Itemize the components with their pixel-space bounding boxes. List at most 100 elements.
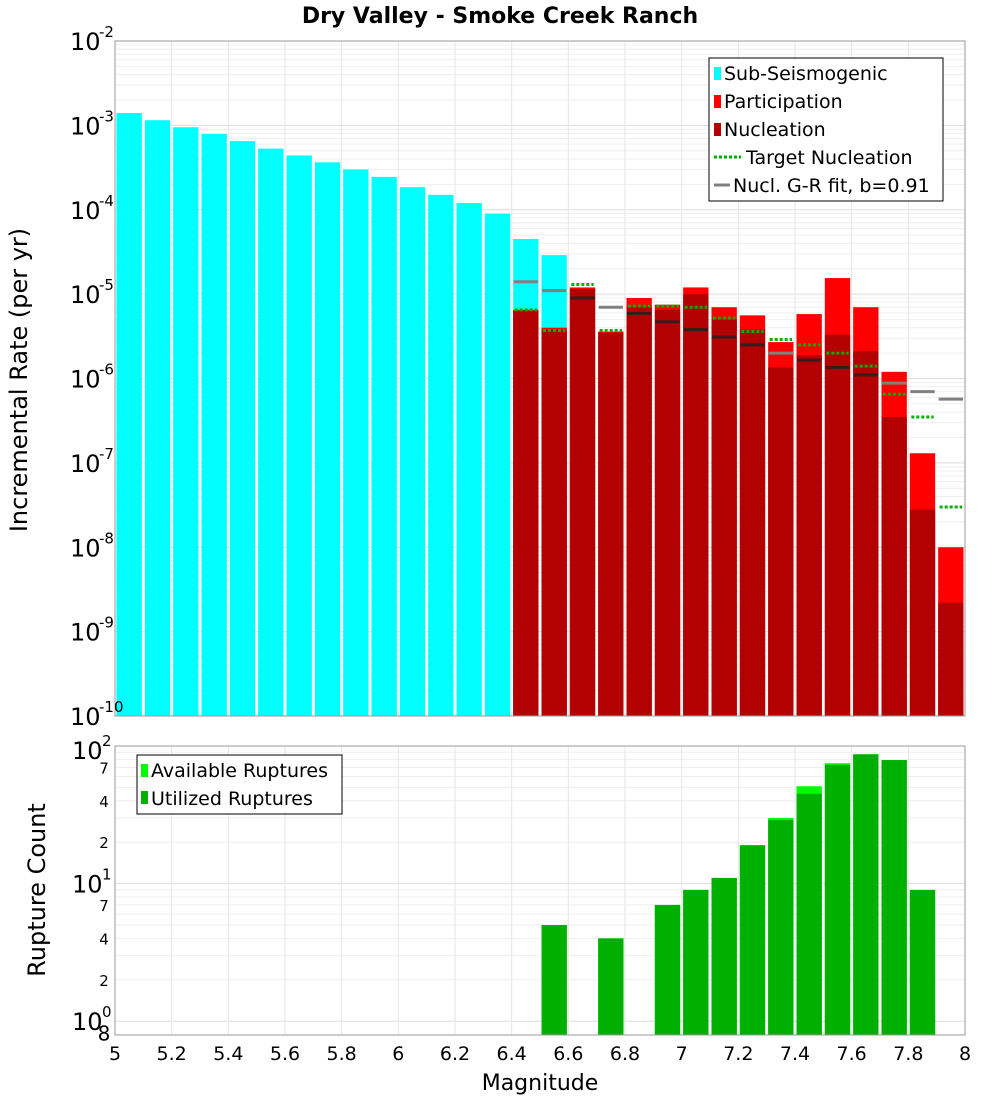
y-tick-exponent: -7 — [99, 445, 114, 463]
y-tick-exponent: 1 — [102, 866, 112, 884]
y-tick-label: 10 — [70, 619, 101, 647]
legend-swatch-available-ruptures — [141, 764, 148, 777]
bar-utilized-ruptures — [796, 793, 822, 1035]
y-tick-exponent: -2 — [99, 23, 114, 41]
y-tick-exponent: 0 — [102, 1003, 112, 1021]
y-tick-exponent: -10 — [99, 698, 124, 716]
y-tick-label: 10 — [70, 281, 101, 309]
bar-utilized-ruptures — [881, 760, 907, 1035]
bar-sub-seismogenic — [343, 169, 369, 716]
y-tick-label: 10 — [70, 28, 101, 56]
legend-label-utilized-ruptures: Utilized Ruptures — [151, 788, 313, 810]
bar-nucleation — [683, 294, 709, 716]
bottom-legend: Available Ruptures Utilized Ruptures — [136, 754, 343, 815]
bar-nucleation — [881, 416, 907, 716]
bar-utilized-ruptures — [739, 845, 766, 1035]
y-minor-tick-label: 2 — [99, 972, 109, 990]
bar-sub-seismogenic — [399, 187, 426, 716]
x-tick-labels: 5 5.2 5.4 5.6 5.8 6 6.2 6.4 6.6 6.8 7 7.2 7.4 7.6 7.8 8 — [109, 1043, 971, 1065]
chart-title: Dry Valley - Smoke Creek Ranch — [302, 4, 698, 29]
bottom-plot-frame — [114, 745, 966, 1036]
bar-nucleation — [739, 329, 766, 716]
top-bars — [116, 113, 964, 717]
bar-sub-seismogenic — [201, 134, 227, 717]
legend-label-available-ruptures: Available Ruptures — [151, 760, 328, 782]
bar-utilized-ruptures — [711, 877, 737, 1035]
bar-nucleation — [654, 309, 681, 716]
bar-nucleation — [598, 332, 624, 716]
y-tick-exponent: -5 — [99, 276, 114, 294]
bar-sub-seismogenic — [371, 176, 397, 716]
y-minor-tick-label: 2 — [99, 834, 109, 852]
x-tick-label: 5.4 — [213, 1043, 243, 1065]
y-minor-tick-label: 7 — [99, 759, 109, 777]
bottom-bars — [541, 754, 936, 1035]
y-tick-label: 10 — [70, 703, 101, 731]
x-tick-label: 5.2 — [157, 1043, 187, 1065]
x-tick-label: 5 — [109, 1043, 121, 1065]
y-tick-exponent: -3 — [99, 107, 114, 125]
legend-label-target-nucleation: Target Nucleation — [745, 147, 913, 169]
x-tick-label: 7.2 — [723, 1043, 753, 1065]
x-tick-label: 5.8 — [327, 1043, 357, 1065]
top-y-axis-label: Incremental Rate (per yr) — [5, 228, 33, 532]
y-tick-label: 10 — [72, 737, 103, 765]
top-plot-frame — [114, 40, 966, 717]
bar-nucleation — [938, 602, 964, 716]
bar-nucleation — [541, 329, 567, 716]
x-tick-label: 6.2 — [440, 1043, 470, 1065]
top-gridlines — [114, 41, 966, 717]
x-tick-label: 8 — [959, 1043, 971, 1065]
x-axis-label: Magnitude — [482, 1071, 599, 1096]
x-tick-label: 6.6 — [553, 1043, 583, 1065]
x-tick-label: 6.8 — [610, 1043, 640, 1065]
legend-label-sub-seismogenic: Sub-Seismogenic — [724, 63, 888, 85]
y-tick-label: 10 — [72, 871, 103, 899]
y-tick-label: 10 — [70, 112, 101, 140]
bar-nucleation — [569, 289, 596, 716]
bar-sub-seismogenic — [456, 203, 482, 716]
bar-utilized-ruptures — [654, 904, 681, 1035]
y-minor-tick-label: 4 — [99, 793, 109, 811]
y-tick-label: 10 — [70, 450, 101, 478]
legend-swatch-utilized-ruptures — [141, 791, 148, 804]
bar-utilized-ruptures — [683, 889, 709, 1035]
bar-nucleation — [796, 354, 822, 716]
y-minor-tick-label: 7 — [99, 897, 109, 915]
bar-utilized-ruptures — [853, 754, 879, 1035]
top-legend-box — [708, 57, 944, 202]
bar-utilized-ruptures — [768, 819, 794, 1035]
legend-label-participation: Participation — [724, 91, 843, 113]
y-tick-exponent: 2 — [102, 732, 112, 750]
x-tick-label: 7.6 — [837, 1043, 867, 1065]
bar-utilized-ruptures — [909, 889, 936, 1035]
bar-nucleation — [768, 367, 794, 716]
legend-label-gr-fit: Nucl. G-R fit, b=0.91 — [733, 175, 930, 197]
bar-utilized-ruptures — [598, 938, 624, 1035]
bar-nucleation — [853, 351, 879, 716]
bar-utilized-ruptures — [824, 764, 851, 1035]
y-minor-tick-label: 4 — [99, 930, 109, 948]
legend-swatch-sub-seismogenic — [714, 67, 721, 80]
legend-label-nucleation: Nucleation — [724, 119, 826, 141]
x-tick-label: 7 — [676, 1043, 688, 1065]
top-fit-lines — [513, 280, 963, 509]
y-tick-label: 10 — [72, 1008, 103, 1036]
bar-nucleation — [626, 307, 652, 716]
x-tick-label: 7.4 — [780, 1043, 810, 1065]
bar-sub-seismogenic — [484, 213, 511, 717]
bar-utilized-ruptures — [541, 925, 567, 1035]
y-tick-exponent: -8 — [99, 529, 114, 547]
bar-sub-seismogenic — [314, 162, 341, 717]
bar-nucleation — [824, 334, 851, 716]
bar-nucleation — [513, 311, 539, 716]
x-tick-label: 5.6 — [270, 1043, 300, 1065]
y-tick-exponent: -6 — [99, 361, 114, 379]
bar-sub-seismogenic — [229, 141, 256, 717]
y-tick-exponent: -9 — [99, 614, 114, 632]
legend-swatch-participation — [714, 95, 721, 108]
